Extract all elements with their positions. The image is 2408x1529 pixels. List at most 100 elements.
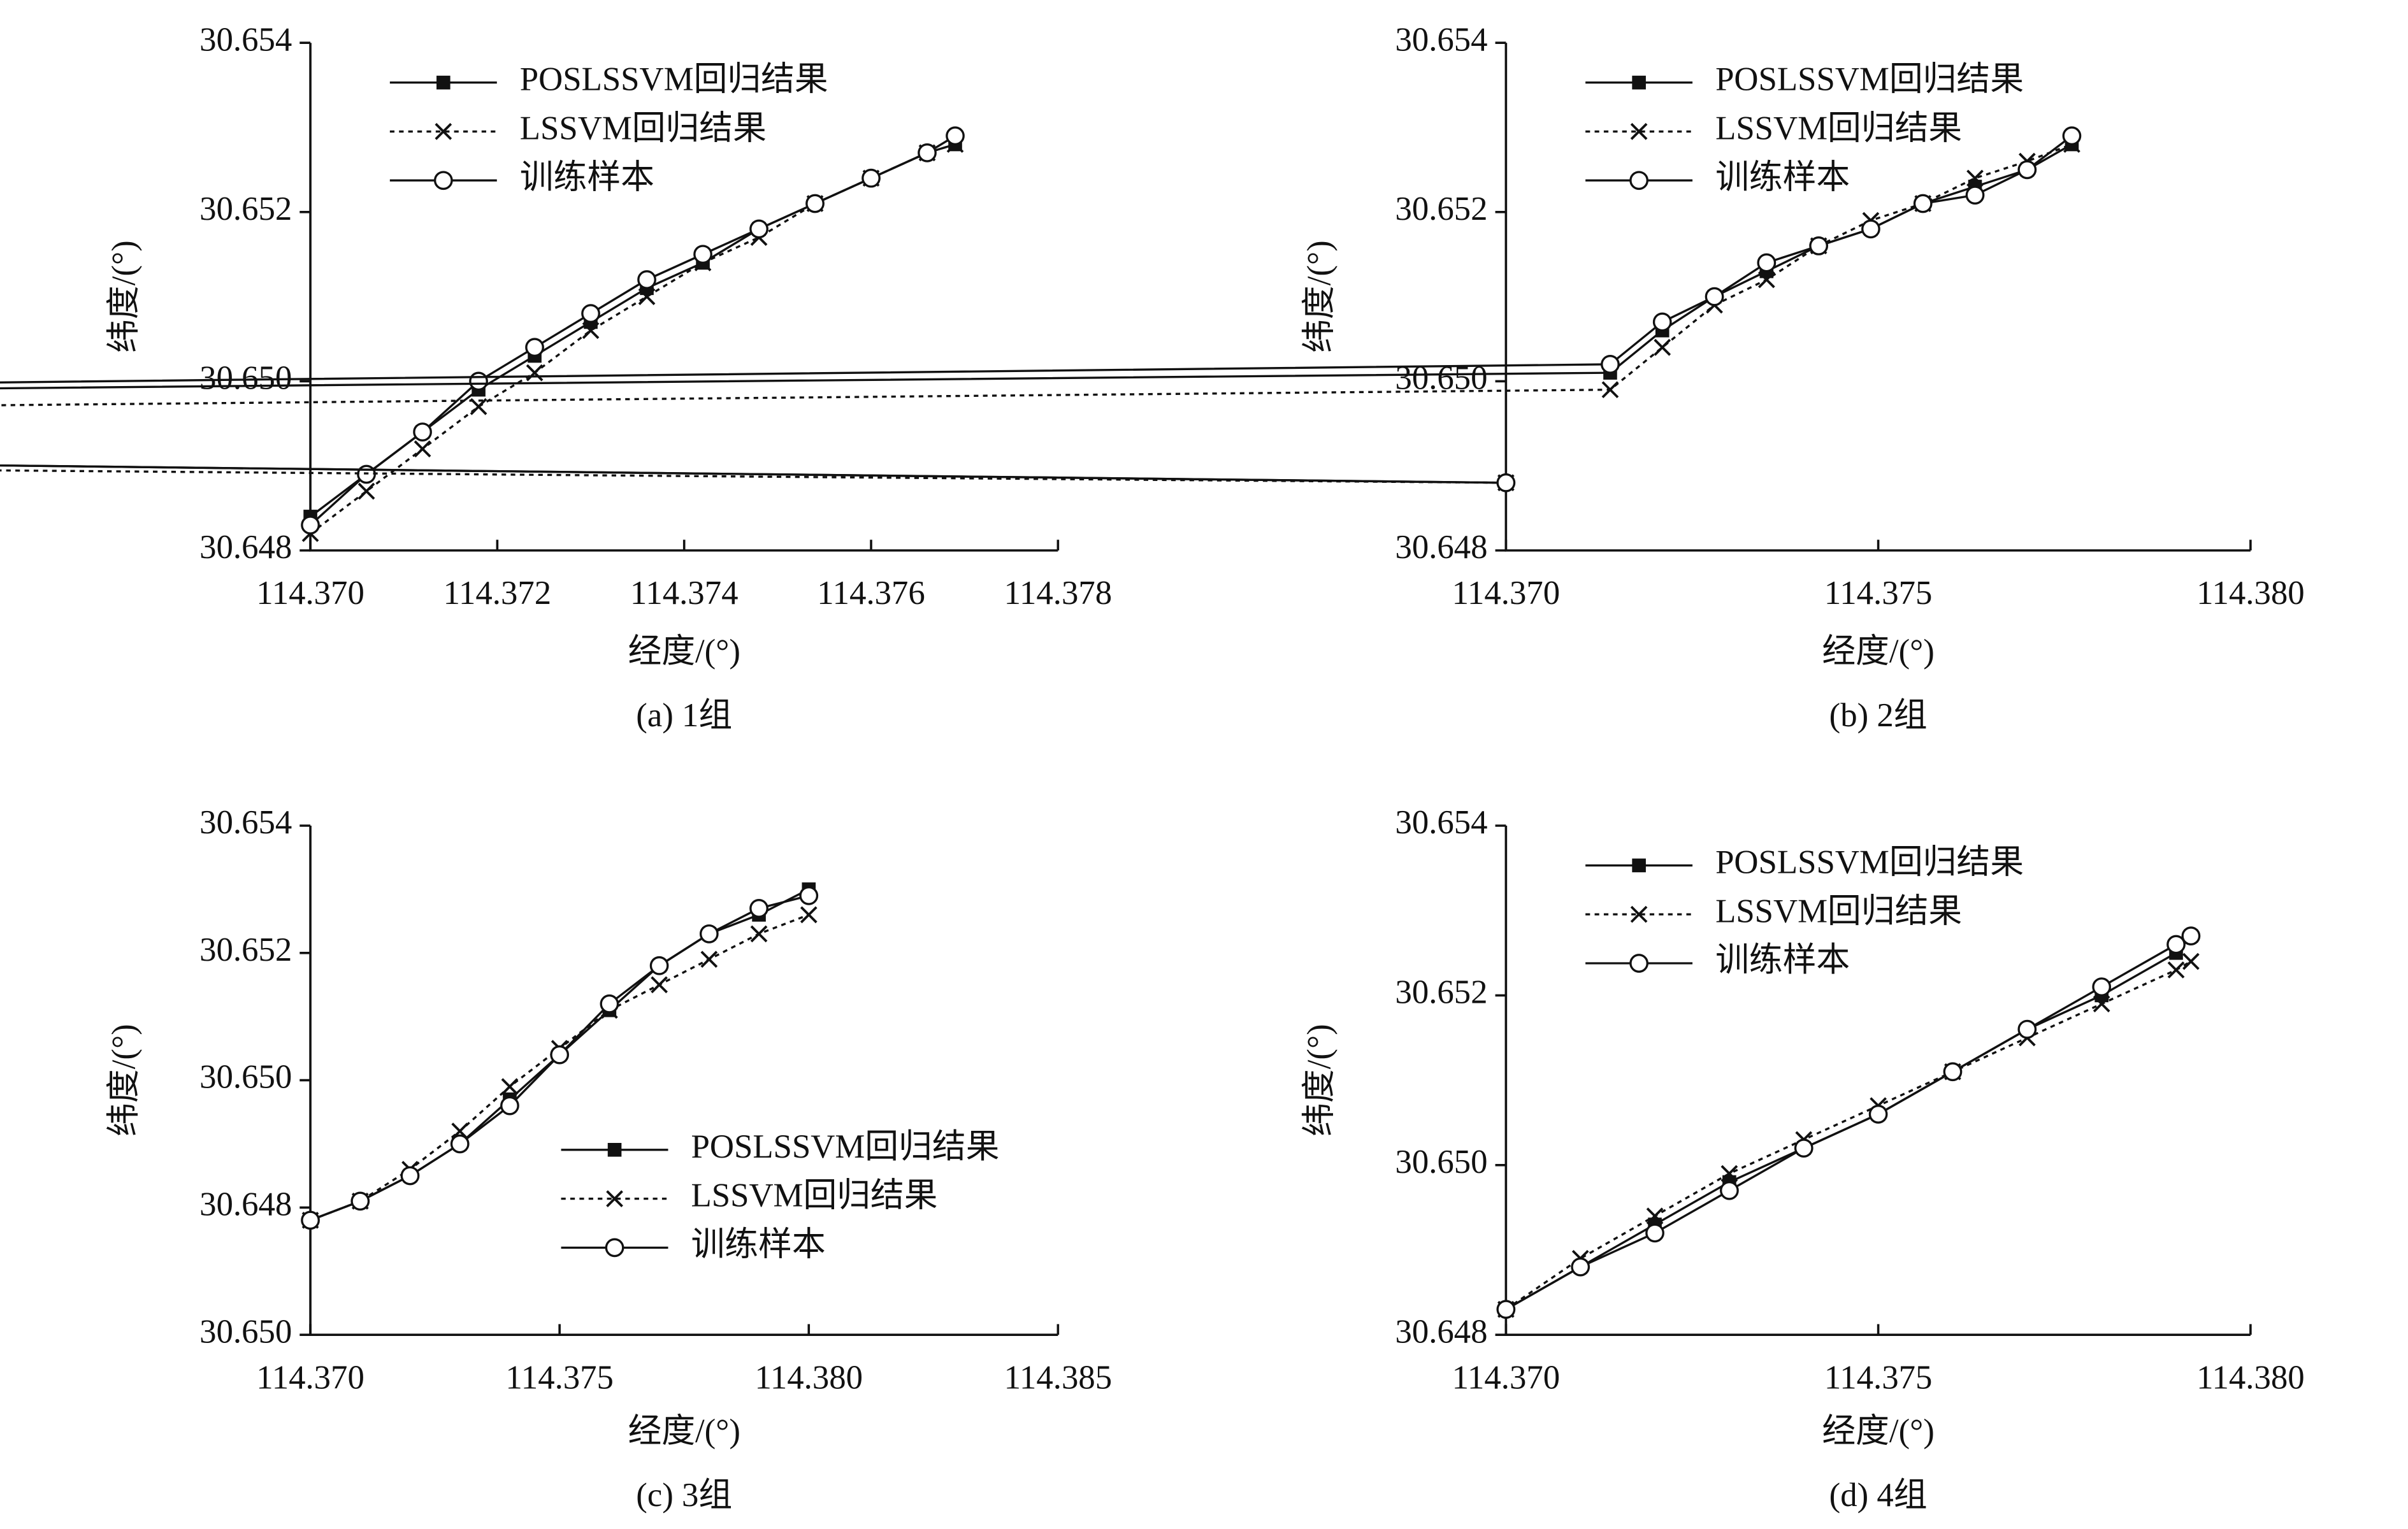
y-axis-label: 纬度/(°) [1301, 240, 1338, 353]
marker-x [800, 906, 818, 924]
x-tick-label: 114.374 [630, 575, 739, 612]
legend-marker [1632, 75, 1646, 90]
marker-circle [1861, 219, 1880, 239]
y-tick-label: 30.654 [199, 21, 292, 58]
x-tick-label: 114.370 [1452, 575, 1561, 612]
marker-x [651, 976, 668, 994]
x-tick-label: 114.380 [754, 1359, 863, 1396]
marker-circle [1809, 236, 1829, 255]
series-line [1505, 935, 2192, 1310]
caption: (a) 1组 [636, 697, 732, 734]
x-tick-label: 114.372 [443, 575, 552, 612]
legend-label: POSLSSVM回归结果 [1715, 61, 2024, 98]
marker-circle [450, 1134, 470, 1154]
y-tick-label: 30.648 [1395, 529, 1487, 566]
marker-circle [749, 219, 768, 239]
marker-circle [2181, 926, 2201, 946]
marker-circle [1496, 1300, 1516, 1319]
marker-circle [946, 126, 965, 146]
x-axis-label: 经度/(°) [1822, 1412, 1934, 1449]
y-tick-label: 30.650 [199, 1059, 292, 1096]
marker-x [1646, 1207, 1664, 1225]
marker-x [1757, 271, 1775, 289]
y-tick-label: 30.652 [1395, 190, 1487, 227]
marker-x [501, 1078, 519, 1095]
marker-circle [1645, 1223, 1664, 1243]
marker-circle [413, 422, 432, 441]
plot: 30.650 30.648 30.650 30.652 30.654 114.370 114… [105, 804, 1112, 1514]
legend-label: 训练样本 [1715, 159, 1850, 196]
marker-x [1654, 338, 1671, 356]
marker-circle [699, 924, 719, 944]
x-tick-label: 114.380 [2196, 575, 2305, 612]
legend-label: 训练样本 [1715, 942, 1850, 979]
marker-circle [301, 515, 320, 535]
marker-circle [350, 1191, 370, 1211]
legend-label: POSLSSVM回归结果 [691, 1128, 1000, 1165]
x-tick-label: 114.380 [2196, 1359, 2305, 1396]
legend-label: LSSVM回归结果 [520, 110, 767, 147]
marker-x [700, 951, 718, 968]
y-tick-label: 30.650 [199, 1313, 292, 1350]
axes [309, 826, 1058, 1336]
y-tick-label: 30.652 [199, 931, 292, 968]
marker-x [1601, 381, 1619, 399]
marker-circle [1705, 287, 1724, 306]
marker-circle [600, 994, 619, 1014]
caption: (d) 4组 [1829, 1477, 1928, 1514]
marker-circle [1652, 312, 1672, 332]
legend-label: 训练样本 [691, 1226, 826, 1263]
x-tick-label: 114.375 [1824, 575, 1933, 612]
y-axis-label: 纬度/(°) [105, 240, 142, 353]
marker-circle [2017, 160, 2037, 180]
series-line [310, 914, 809, 1221]
marker-circle [525, 338, 544, 357]
marker-circle [862, 168, 881, 188]
series-line [0, 143, 2073, 484]
marker-circle [469, 371, 488, 391]
legend-marker [433, 171, 453, 190]
y-tick-label: 30.650 [199, 360, 292, 397]
marker-circle [2092, 977, 2112, 996]
legend-marker [436, 75, 451, 90]
marker-circle [2062, 126, 2082, 146]
marker-x [2182, 952, 2200, 970]
y-tick-label: 30.652 [1395, 974, 1487, 1011]
marker-x [638, 288, 656, 305]
marker-circle [649, 956, 669, 975]
caption: (b) 2组 [1829, 697, 1928, 734]
x-axis-label: 经度/(°) [628, 633, 740, 670]
marker-circle [2166, 935, 2186, 954]
legend-label: LSSVM回归结果 [1715, 893, 1962, 930]
x-tick-label: 114.370 [256, 1359, 364, 1396]
marker-circle [500, 1096, 519, 1116]
marker-circle [1794, 1138, 1813, 1158]
marker-circle [1757, 253, 1777, 273]
plot: 30.648 30.650 30.652 30.654 114.370 114.372 11… [105, 21, 1112, 734]
y-tick-label: 30.648 [1395, 1313, 1487, 1350]
marker-circle [1965, 185, 1985, 205]
marker-circle [301, 1210, 320, 1230]
legend-marker [1629, 954, 1648, 973]
x-axis-label: 经度/(°) [628, 1412, 740, 1449]
marker-circle [637, 270, 656, 289]
marker-x [2167, 961, 2185, 979]
marker-circle [749, 898, 768, 918]
legend-marker [606, 1190, 623, 1207]
series-line [1505, 960, 2192, 1310]
x-tick-label: 114.375 [505, 1359, 614, 1396]
marker-circle [693, 245, 712, 264]
y-tick-label: 30.652 [199, 190, 292, 227]
plot: 30.648 30.650 30.652 30.654 114.370 114.375 11… [0, 21, 2305, 734]
legend-marker [1629, 171, 1648, 190]
legend-label: LSSVM回归结果 [691, 1177, 938, 1214]
y-tick-label: 30.650 [1395, 1144, 1487, 1181]
legend-marker [605, 1238, 624, 1258]
y-tick-label: 30.648 [199, 1186, 292, 1223]
marker-x [1720, 1165, 1738, 1182]
marker-x [1966, 169, 1984, 187]
